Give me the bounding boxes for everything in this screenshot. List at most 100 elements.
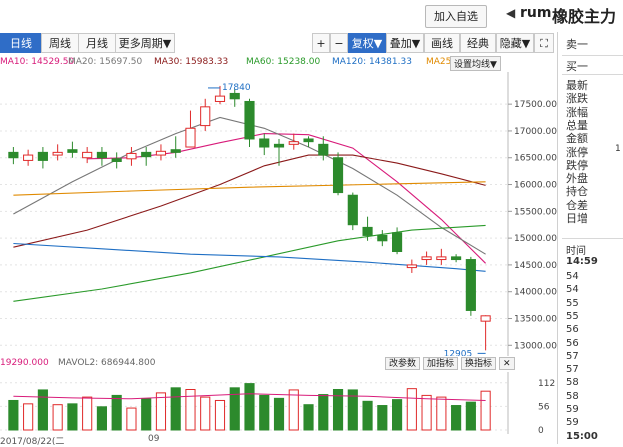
switch-indicator-button[interactable]: 换指标 (461, 357, 497, 370)
minute-tick: 57 (566, 350, 579, 362)
y-tick-label: 14500.00 (514, 261, 557, 271)
fullscreen-icon[interactable]: ⛶ (534, 33, 554, 53)
candle-up (406, 264, 417, 269)
ma250-legend: MA25 (426, 57, 452, 67)
overlay-dropdown[interactable]: 叠加▼ (386, 33, 424, 53)
quote-field-label: 最新 (566, 79, 588, 92)
volume-bar-down (392, 399, 403, 431)
quote-field-label: 涨幅 (566, 105, 588, 119)
zoom-out-button[interactable]: − (330, 33, 348, 53)
candle-down (259, 138, 270, 148)
minute-tick: 56 (566, 324, 579, 336)
volume-bar-down (332, 389, 344, 431)
candle-up (436, 256, 447, 261)
adjust-dropdown[interactable]: 复权▼ (348, 33, 386, 53)
y-tick-label: 14000.00 (514, 288, 557, 298)
quote-field-label: 涨跌 (566, 92, 588, 106)
minute-tick: 59 (566, 417, 579, 429)
quote-field-label: 日增 (566, 212, 588, 225)
price-chart: 17500.00 17000.00 16500.00 16000.00 15500.00… (0, 72, 557, 356)
y-tick-label: 16000.00 (514, 181, 557, 191)
buy-one-label: 买一 (566, 60, 588, 73)
candle-down (465, 259, 476, 311)
volume-ma-line (13, 393, 486, 401)
candle-down (170, 149, 181, 153)
candle-up (82, 151, 93, 159)
ma10-legend: MA10: 14529.50 (0, 57, 75, 67)
quote-field-label: 涨停 (566, 145, 588, 159)
back-arrow-icon[interactable]: ◀ (506, 6, 516, 20)
candle-down (111, 158, 122, 162)
ma-line-ma250 (13, 181, 486, 196)
y-tick-label: 17000.00 (514, 127, 557, 137)
y-tick-label: 15500.00 (514, 207, 557, 217)
candle-up (480, 315, 491, 322)
tab-monthly[interactable]: 月线 (78, 33, 116, 53)
ma-line-ma10 (87, 133, 486, 264)
ma-line-ma30 (13, 154, 486, 248)
contract-name: 橡胶主力 (552, 7, 617, 26)
candle-down (303, 138, 314, 143)
candle-up (126, 152, 137, 160)
candle-down (332, 157, 344, 194)
contract-code: rum (520, 5, 552, 21)
y-tick-label: 15000.00 (514, 234, 557, 244)
divider (562, 55, 623, 56)
candle-down (244, 100, 255, 140)
volume-bar-up (436, 396, 447, 431)
times-header: 时间 (566, 246, 586, 257)
volume-bar-down (111, 394, 122, 431)
close-indicator-icon[interactable]: ✕ (499, 357, 515, 370)
volume-bar-down (244, 383, 255, 431)
classic-button[interactable]: 经典 (460, 33, 496, 53)
volume-bar-down (318, 394, 329, 431)
volume-bar-up (126, 407, 137, 431)
vol-tick-label: 56 (538, 402, 550, 412)
candle-down (347, 194, 358, 226)
add-indicator-button[interactable]: 加指标 (423, 357, 459, 370)
candle-down (377, 234, 388, 242)
ma20-legend: MA20: 15697.50 (68, 57, 143, 67)
candle-down (451, 256, 462, 261)
divider (562, 74, 623, 75)
candle-up (52, 151, 63, 156)
hide-dropdown[interactable]: 隐藏▼ (496, 33, 534, 53)
vol-tick-label: 112 (538, 379, 555, 389)
current-time: 14:59 (566, 256, 598, 267)
annotation-label: 17840 (222, 83, 251, 93)
add-to-watchlist-button[interactable]: 加入自选 (425, 5, 487, 28)
draw-line-button[interactable]: 画线 (424, 33, 460, 53)
candle-down (229, 92, 240, 100)
candle-up (155, 150, 167, 156)
minute-tick: 54 (566, 271, 579, 282)
candle-down (362, 226, 373, 236)
volume-bar-down (347, 389, 358, 431)
quote-field-label: 仓差 (566, 198, 588, 212)
candle-down (67, 149, 78, 153)
tab-weekly[interactable]: 周线 (41, 33, 79, 53)
volume-bar-up (200, 396, 211, 431)
volume-bar-down (229, 387, 240, 431)
quote-field-label: 外盘 (566, 172, 588, 186)
minute-tick: 56 (566, 337, 579, 349)
y-tick-label: 13000.00 (514, 341, 557, 351)
zoom-in-button[interactable]: + (312, 33, 330, 53)
volume-bar-up (406, 388, 417, 431)
volume-bar-down (37, 389, 48, 431)
bottom-date: 2017/08/22(二 (0, 437, 65, 447)
vol-legend-1: 19290.000 (0, 358, 49, 368)
volume-bar-down (377, 405, 388, 431)
volume-bar-down (451, 405, 462, 431)
volume-bar-up (185, 389, 196, 431)
volume-bar-up (52, 404, 63, 431)
vol-legend-2: MAVOL2: 686944.800 (58, 358, 156, 368)
candle-down (318, 143, 329, 156)
volume-bar-down (259, 394, 270, 431)
quote-field-label: 持仓 (566, 185, 588, 199)
quote-field-label: 总量 (566, 118, 588, 132)
more-periods-dropdown[interactable]: 更多周期▼ (115, 33, 175, 53)
volume-bar-down (465, 401, 476, 431)
tab-daily[interactable]: 日线 (0, 33, 42, 53)
ma-settings-button[interactable]: 设置均线▼ (450, 56, 501, 71)
edit-params-button[interactable]: 改参数 (385, 357, 421, 370)
